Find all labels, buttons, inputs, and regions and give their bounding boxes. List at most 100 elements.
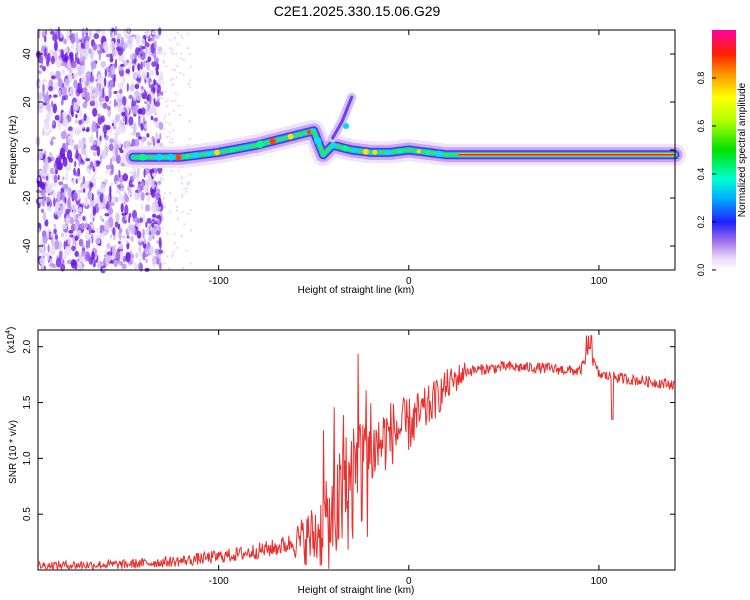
noise-blob — [136, 219, 140, 224]
noise-blob — [42, 163, 48, 173]
noise-blob — [108, 143, 114, 152]
noise-blob — [86, 185, 90, 189]
noise-blob — [52, 103, 57, 114]
noise-blob — [65, 208, 71, 214]
y-tick-label: 40 — [22, 48, 33, 60]
noise-blob — [44, 47, 47, 58]
noise-blob — [146, 71, 150, 79]
figure-title: C2E1.2025.330.15.06.G29 — [274, 3, 441, 19]
noise-blob — [94, 177, 97, 189]
noise-blob — [118, 140, 122, 148]
noise-blob — [104, 69, 108, 78]
colorbar-ticks: 0.0 0.2 0.4 0.6 0.8 — [696, 72, 716, 276]
noise-blob — [121, 215, 127, 224]
noise-dot — [161, 227, 164, 230]
noise-blob — [96, 128, 99, 139]
spectrogram-panel: -100 0 100 -40 -20 0 20 40 Height of straight … — [8, 25, 686, 296]
noise-blob — [102, 231, 108, 237]
noise-dot — [190, 229, 192, 232]
noise-blob — [49, 72, 54, 76]
noise-blob — [153, 50, 157, 61]
noise-blob — [124, 204, 129, 216]
noise-dot — [175, 76, 178, 79]
noise-blob — [116, 184, 122, 189]
noise-blob — [76, 57, 80, 65]
noise-blob — [151, 178, 155, 190]
noise-blob — [73, 101, 80, 111]
noise-blob — [127, 192, 133, 196]
noise-blob — [141, 38, 146, 45]
noise-dot — [190, 262, 193, 265]
ridge-spot — [244, 145, 249, 150]
ridge-spot — [306, 129, 312, 135]
noise-blob — [65, 141, 69, 153]
noise-blob — [90, 60, 97, 70]
noise-blob — [100, 60, 106, 68]
ridge-spot — [139, 153, 147, 161]
noise-blob — [146, 90, 151, 95]
noise-blob — [82, 48, 86, 54]
noise-blob — [159, 133, 162, 141]
noise-dot — [180, 175, 183, 178]
noise-blob — [53, 167, 56, 176]
colorbar: 0.0 0.2 0.4 0.6 0.8 Normalized spectral ampl… — [696, 30, 748, 276]
noise-blob — [66, 91, 72, 95]
noise-dot — [175, 64, 178, 67]
noise-dot — [187, 212, 190, 215]
noise-blob — [140, 203, 144, 211]
noise-dot — [172, 129, 174, 132]
noise-blob — [60, 205, 64, 215]
noise-blob — [67, 59, 71, 69]
noise-blob — [99, 204, 104, 209]
noise-blob — [72, 192, 78, 201]
noise-blob — [75, 114, 78, 119]
noise-blob — [151, 36, 155, 42]
noise-dot — [171, 255, 173, 258]
noise-blob — [138, 245, 141, 254]
noise-blob — [110, 233, 113, 239]
noise-blob — [139, 257, 142, 264]
noise-blob — [142, 228, 145, 239]
noise-blob — [53, 174, 58, 184]
noise-blob — [53, 197, 56, 207]
noise-dot — [171, 141, 174, 144]
noise-blob — [146, 61, 150, 71]
noise-blob — [58, 122, 61, 131]
noise-blob — [136, 77, 141, 82]
colorbar-tick-label: 0.6 — [696, 120, 706, 133]
noise-blob — [134, 83, 140, 90]
noise-blob — [58, 181, 64, 186]
noise-blob — [98, 232, 104, 239]
noise-blob — [41, 208, 44, 213]
noise-blob — [84, 40, 90, 51]
noise-blob — [95, 238, 101, 245]
noise-dot — [162, 59, 165, 62]
noise-blob — [79, 222, 86, 230]
noise-blob — [83, 113, 87, 121]
noise-blob — [67, 236, 72, 246]
noise-blob — [63, 240, 66, 250]
noise-blob — [153, 40, 157, 49]
noise-blob — [74, 160, 77, 168]
noise-blob — [123, 27, 127, 36]
noise-blob — [118, 227, 123, 234]
noise-dot — [172, 68, 175, 71]
noise-blob — [53, 228, 57, 235]
noise-blob — [91, 251, 95, 260]
noise-blob — [138, 136, 142, 140]
noise-blob — [128, 116, 134, 127]
y-tick-label: -40 — [22, 238, 33, 253]
noise-blob — [130, 53, 135, 61]
noise-blob — [146, 29, 150, 38]
noise-blob — [126, 235, 130, 239]
noise-dot — [182, 59, 185, 61]
noise-blob — [67, 126, 73, 132]
snr-exponent-power: 4 — [5, 330, 12, 334]
noise-dot — [163, 197, 165, 200]
noise-blob — [74, 236, 79, 241]
noise-dot — [163, 192, 166, 195]
noise-blob — [87, 97, 91, 101]
noise-dot — [186, 187, 189, 190]
noise-blob — [157, 95, 162, 100]
noise-blob — [99, 193, 104, 203]
